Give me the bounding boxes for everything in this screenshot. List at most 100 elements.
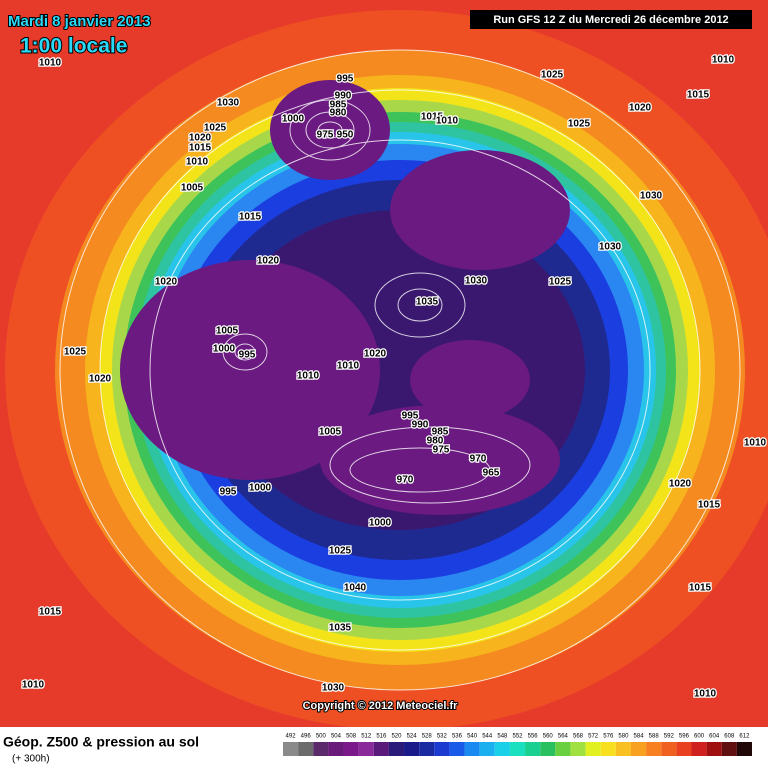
pressure-label: 1010 xyxy=(337,361,360,372)
pressure-label: 980 xyxy=(427,436,444,447)
colorbar-tick-label: 516 xyxy=(376,734,387,740)
colorbar-swatch xyxy=(706,742,722,756)
footer-title: Géop. Z500 & pression au sol xyxy=(3,734,199,750)
field-low xyxy=(270,80,390,180)
pressure-label: 1025 xyxy=(329,546,352,557)
pressure-label: 1005 xyxy=(181,183,204,194)
field-low xyxy=(390,150,570,270)
colorbar-tick-label: 496 xyxy=(301,734,312,740)
colorbar-tick-label: 612 xyxy=(739,734,750,740)
colorbar-tick-label: 508 xyxy=(346,734,357,740)
field-low xyxy=(320,405,560,515)
pressure-label: 1020 xyxy=(89,374,112,385)
pressure-label: 995 xyxy=(402,411,419,422)
colorbar-tick-label: 600 xyxy=(694,734,705,740)
colorbar-swatch xyxy=(600,742,616,756)
isobar xyxy=(234,343,256,361)
isobar xyxy=(329,426,531,504)
pressure-label: 980 xyxy=(330,108,347,119)
field-low xyxy=(410,340,530,420)
colorbar-tick-label: 552 xyxy=(512,734,523,740)
pressure-label: 1025 xyxy=(568,119,591,130)
pressure-label: 1030 xyxy=(322,683,345,694)
pressure-label: 1015 xyxy=(189,143,212,154)
pressure-label: 995 xyxy=(239,350,256,361)
colorbar-tick-label: 520 xyxy=(391,734,402,740)
colorbar-swatch xyxy=(313,742,329,756)
colorbar-tick-label: 588 xyxy=(649,734,660,740)
colorbar-tick-label: 596 xyxy=(679,734,690,740)
colorbar: 492 496 500 504 508 512 516 520 524 528 532 536 540 5… xyxy=(283,734,752,756)
pressure-labels: 1010103010251020101510101005100099599098… xyxy=(21,53,768,701)
pressure-label: 1000 xyxy=(213,344,236,355)
pressure-label: 1005 xyxy=(319,427,342,438)
colorbar-swatch xyxy=(509,742,526,756)
colorbar-swatch xyxy=(525,742,541,756)
pressure-label: 1030 xyxy=(599,242,622,253)
pressure-label: 1025 xyxy=(549,277,572,288)
colorbar-swatch xyxy=(570,742,586,756)
isobar xyxy=(59,49,741,691)
colorbar-swatch xyxy=(540,742,556,756)
colorbar-tick-label: 504 xyxy=(331,734,342,740)
pressure-label: 975 xyxy=(317,130,334,141)
pressure-label: 1010 xyxy=(744,438,767,449)
colorbar-swatch xyxy=(358,742,374,756)
colorbar-tick-label: 500 xyxy=(316,734,327,740)
forecast-time: 1:00 locale xyxy=(20,35,127,58)
pressure-label: 1010 xyxy=(186,157,209,168)
pressure-label: 1020 xyxy=(155,277,178,288)
pressure-label: 970 xyxy=(470,454,487,465)
isobar xyxy=(349,447,491,493)
pressure-label: 1000 xyxy=(369,518,392,529)
colorbar-tick-label: 512 xyxy=(361,734,372,740)
pressure-label: 1015 xyxy=(689,583,712,594)
colorbar-tick-label: 540 xyxy=(467,734,478,740)
colorbar-swatch xyxy=(646,742,662,756)
pressure-label: 1025 xyxy=(204,123,227,134)
pressure-label: 965 xyxy=(483,468,500,479)
colorbar-swatch xyxy=(328,742,344,756)
run-info: Run GFS 12 Z du Mercredi 26 décembre 201… xyxy=(493,14,728,26)
pressure-label: 1030 xyxy=(465,276,488,287)
pressure-label: 1040 xyxy=(344,583,367,594)
forecast-date: Mardi 8 janvier 2013 xyxy=(8,13,151,30)
geopotential-field xyxy=(5,10,768,730)
isobar xyxy=(374,272,466,338)
pressure-label: 1015 xyxy=(421,112,444,123)
colorbar-swatch xyxy=(388,742,405,756)
pressure-label: 1015 xyxy=(239,212,262,223)
colorbar-tick-label: 532 xyxy=(437,734,448,740)
isobar xyxy=(222,333,268,371)
colorbar-tick-label: 536 xyxy=(452,734,463,740)
pressure-label: 1010 xyxy=(39,58,62,69)
colorbar-tick-label: 592 xyxy=(664,734,675,740)
pressure-label: 950 xyxy=(337,130,354,141)
colorbar-tick-label: 524 xyxy=(407,734,418,740)
colorbar-swatch xyxy=(661,742,677,756)
colorbar-tick-label: 560 xyxy=(543,734,554,740)
pressure-label: 985 xyxy=(330,100,347,111)
isobar xyxy=(289,99,371,161)
pressure-label: 990 xyxy=(335,91,352,102)
pressure-label: 990 xyxy=(412,420,429,431)
pressure-label: 1000 xyxy=(249,483,272,494)
pressure-label: 1020 xyxy=(189,133,212,144)
footer-subtitle: (+ 300h) xyxy=(12,754,50,765)
pressure-label: 1035 xyxy=(329,623,352,634)
colorbar-tick-label: 576 xyxy=(603,734,614,740)
colorbar-tick-label: 608 xyxy=(724,734,735,740)
pressure-label: 1030 xyxy=(640,191,663,202)
colorbar-tick-label: 572 xyxy=(588,734,599,740)
colorbar-swatch xyxy=(434,742,450,756)
isobar xyxy=(305,111,355,149)
pressure-label: 1010 xyxy=(712,55,735,66)
colorbar-tick-label: 568 xyxy=(573,734,584,740)
pressure-label: 1025 xyxy=(64,347,87,358)
colorbar-tick-label: 564 xyxy=(558,734,569,740)
colorbar-swatch xyxy=(721,742,737,756)
pressure-label: 1020 xyxy=(669,479,692,490)
colorbar-swatch xyxy=(419,742,435,756)
pressure-label: 970 xyxy=(397,475,414,486)
